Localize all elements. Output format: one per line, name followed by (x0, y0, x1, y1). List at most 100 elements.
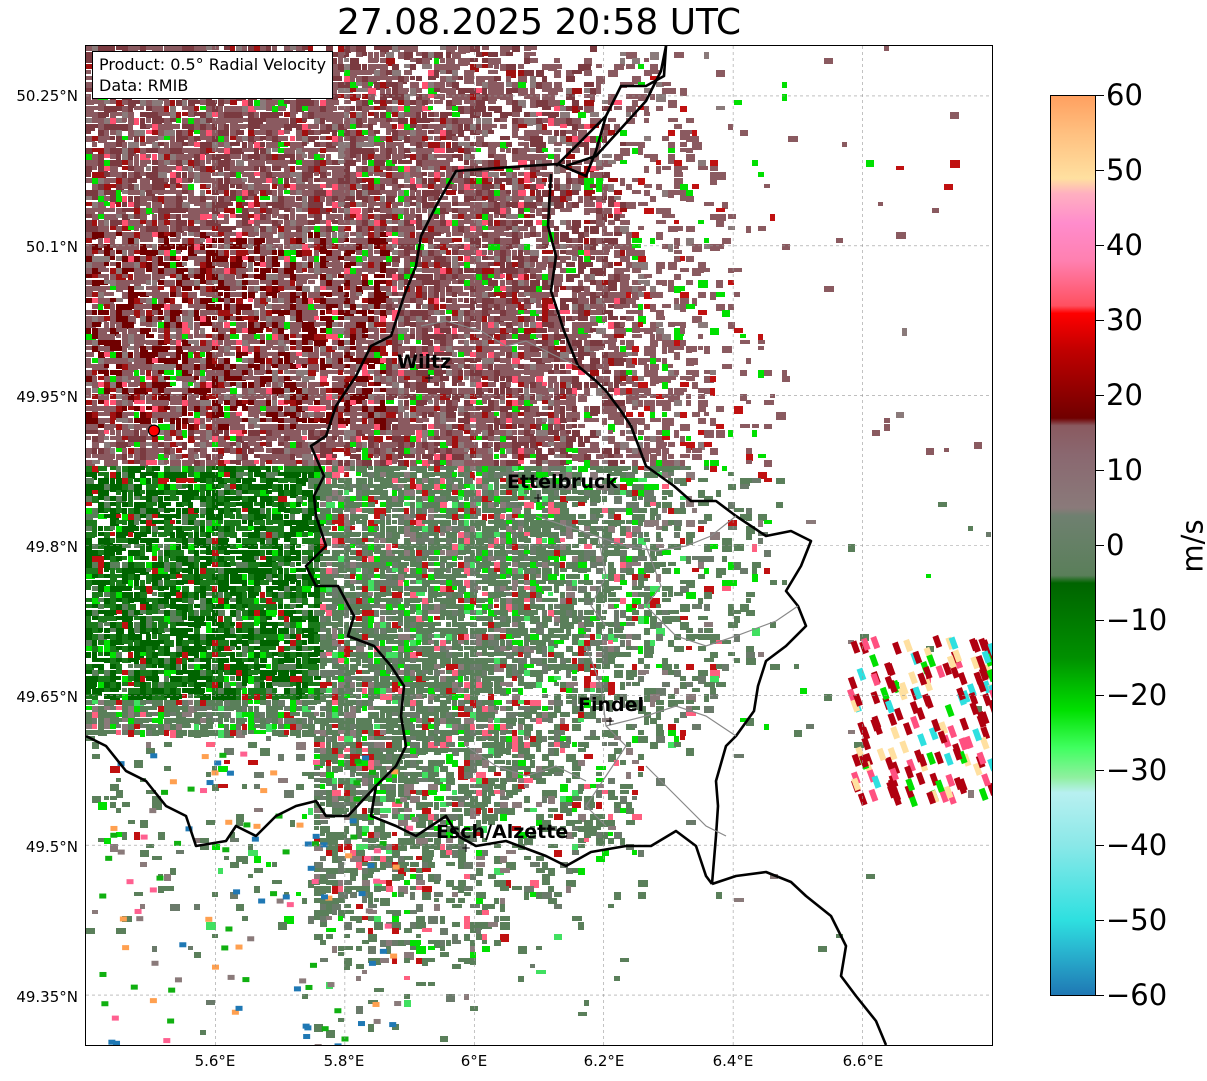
velocity-pixel (758, 370, 764, 378)
velocity-pixel (428, 178, 436, 185)
velocity-pixel (524, 262, 534, 270)
velocity-pixel (560, 166, 566, 173)
velocity-pixel (494, 262, 502, 266)
velocity-pixel (176, 112, 181, 118)
velocity-pixel (86, 226, 94, 232)
velocity-pixel (512, 346, 517, 352)
velocity-pixel (320, 304, 327, 309)
velocity-pixel (446, 298, 455, 303)
velocity-pixel (422, 226, 431, 231)
velocity-pixel (140, 160, 147, 167)
velocity-pixel (362, 52, 367, 56)
velocity-pixel (224, 346, 230, 352)
velocity-pixel (602, 292, 608, 300)
velocity-pixel (488, 292, 496, 297)
velocity-pixel (530, 166, 540, 174)
velocity-pixel (446, 88, 456, 95)
velocity-pixel (416, 274, 422, 282)
velocity-pixel (350, 112, 360, 118)
velocity-pixel (524, 70, 534, 76)
velocity-pixel (362, 304, 370, 310)
velocity-pixel (650, 382, 656, 386)
velocity-pixel (680, 142, 687, 147)
velocity-pixel (140, 172, 149, 176)
velocity-pixel (590, 292, 600, 298)
velocity-pixel (362, 106, 369, 112)
velocity-pixel (674, 124, 682, 129)
velocity-pixel (482, 238, 489, 242)
velocity-pixel (182, 148, 189, 153)
velocity-pixel (464, 298, 469, 303)
velocity-pixel (620, 256, 630, 262)
velocity-pixel (110, 304, 115, 311)
velocity-pixel (140, 274, 147, 282)
velocity-pixel (254, 142, 264, 150)
velocity-pixel (278, 172, 288, 178)
velocity-pixel (602, 262, 608, 268)
velocity-pixel (230, 310, 240, 314)
velocity-pixel (272, 340, 279, 345)
velocity-pixel (422, 130, 427, 137)
velocity-pixel (110, 160, 119, 167)
velocity-pixel (194, 106, 199, 111)
velocity-pixel (212, 358, 217, 364)
velocity-pixel (308, 184, 318, 191)
velocity-pixel (626, 262, 634, 268)
velocity-pixel (440, 112, 448, 118)
velocity-pixel (320, 136, 326, 140)
velocity-pixel (614, 244, 622, 249)
velocity-pixel (362, 376, 369, 382)
velocity-pixel (476, 238, 481, 245)
velocity-pixel (536, 142, 546, 148)
velocity-pixel (224, 274, 232, 280)
velocity-pixel (620, 286, 629, 294)
velocity-pixel (674, 220, 679, 224)
velocity-pixel (722, 364, 732, 369)
velocity-pixel (464, 100, 471, 104)
velocity-pixel (176, 46, 184, 53)
velocity-pixel (548, 322, 558, 330)
velocity-pixel (464, 352, 472, 356)
velocity-pixel (452, 172, 462, 180)
radar-map[interactable] (85, 45, 993, 1046)
velocity-pixel (398, 190, 407, 197)
velocity-pixel (368, 76, 377, 84)
velocity-pixel (380, 298, 388, 303)
velocity-pixel (524, 202, 531, 209)
velocity-pixel (350, 370, 355, 376)
velocity-pixel (650, 364, 659, 370)
velocity-pixel (98, 136, 107, 143)
velocity-pixel (458, 304, 468, 308)
velocity-pixel (662, 244, 670, 249)
velocity-pixel (902, 328, 907, 336)
velocity-pixel (476, 310, 482, 318)
velocity-pixel (140, 352, 150, 360)
velocity-pixel (104, 148, 112, 154)
velocity-pixel (176, 202, 184, 210)
velocity-pixel (584, 94, 593, 98)
velocity-pixel (662, 346, 667, 354)
velocity-pixel (314, 340, 323, 347)
velocity-pixel (620, 160, 627, 164)
velocity-pixel (260, 100, 267, 108)
velocity-pixel (410, 334, 415, 339)
velocity-pixel (248, 244, 253, 249)
velocity-pixel (332, 82, 338, 90)
velocity-pixel (242, 100, 251, 108)
velocity-pixel (578, 106, 583, 110)
velocity-pixel (338, 52, 346, 58)
velocity-pixel (254, 250, 260, 254)
velocity-pixel (212, 316, 217, 320)
velocity-pixel (170, 148, 179, 156)
velocity-pixel (572, 166, 581, 172)
velocity-pixel (278, 370, 283, 374)
velocity-pixel (236, 184, 244, 189)
velocity-pixel (134, 166, 144, 174)
velocity-pixel (314, 244, 322, 252)
velocity-pixel (500, 256, 507, 262)
velocity-pixel (248, 196, 254, 200)
velocity-pixel (350, 244, 360, 252)
velocity-pixel (440, 376, 449, 381)
velocity-pixel (248, 322, 256, 330)
velocity-pixel (458, 214, 467, 219)
